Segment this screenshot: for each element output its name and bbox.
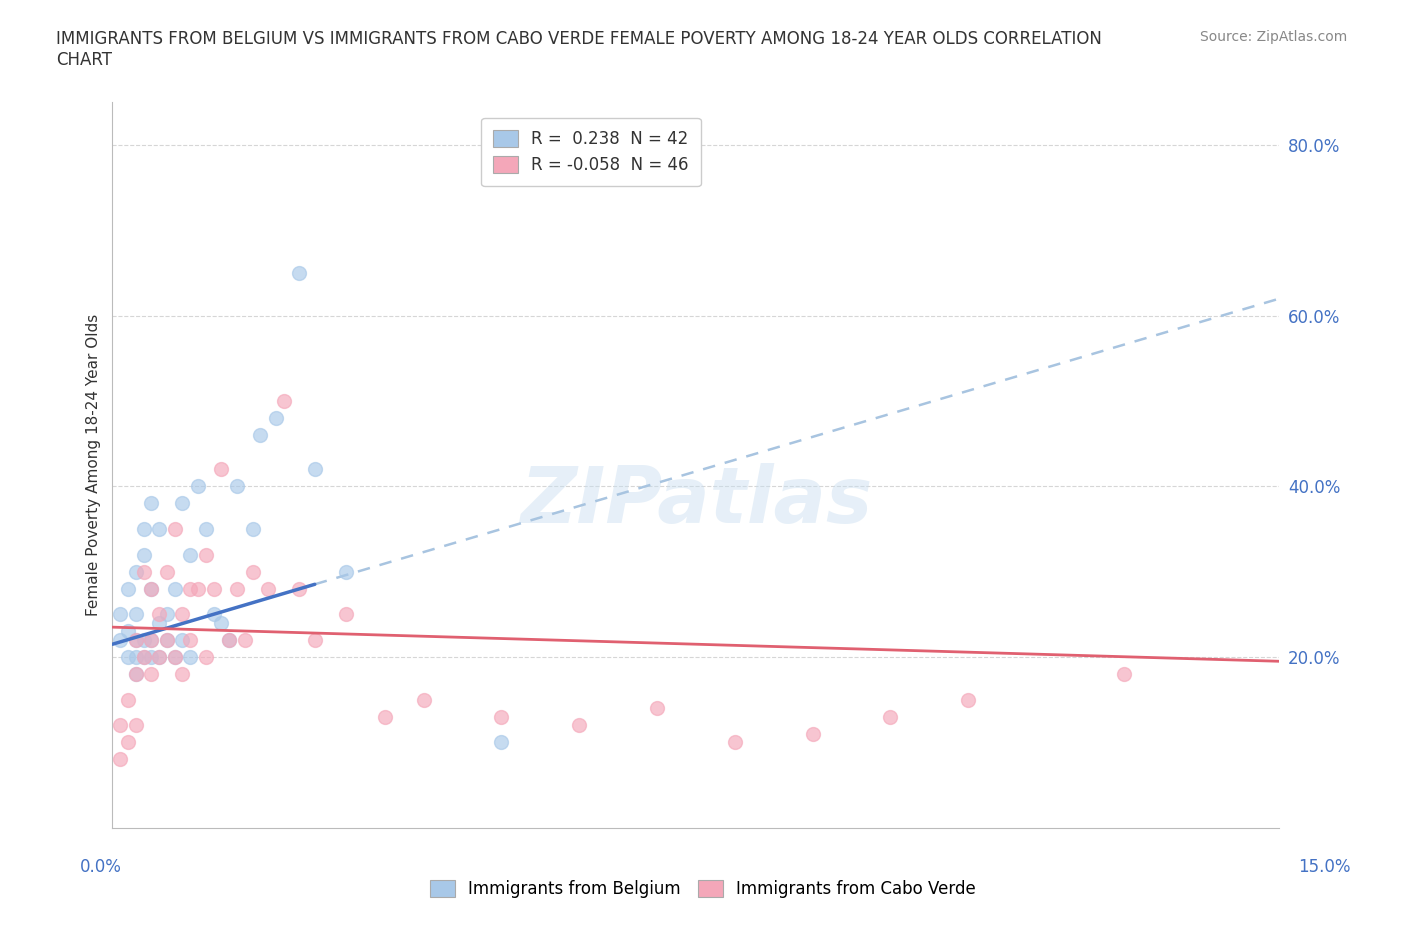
Point	[156, 565, 179, 579]
Point	[156, 632, 179, 647]
Point	[179, 581, 201, 596]
Point	[172, 607, 194, 622]
Point	[141, 632, 163, 647]
Point	[163, 649, 186, 664]
Y-axis label: Female Poverty Among 18-24 Year Olds: Female Poverty Among 18-24 Year Olds	[86, 314, 101, 616]
Point	[110, 607, 132, 622]
Text: Source: ZipAtlas.com: Source: ZipAtlas.com	[1199, 30, 1347, 44]
Point	[957, 692, 980, 707]
Point	[202, 607, 225, 622]
Point	[132, 632, 155, 647]
Point	[117, 735, 139, 750]
Point	[172, 496, 194, 511]
Point	[141, 632, 163, 647]
Point	[273, 393, 295, 408]
Point	[233, 632, 256, 647]
Point	[218, 632, 240, 647]
Point	[879, 710, 901, 724]
Point	[132, 547, 155, 562]
Point	[117, 692, 139, 707]
Point	[179, 547, 201, 562]
Point	[141, 649, 163, 664]
Point	[125, 607, 148, 622]
Text: IMMIGRANTS FROM BELGIUM VS IMMIGRANTS FROM CABO VERDE FEMALE POVERTY AMONG 18-24: IMMIGRANTS FROM BELGIUM VS IMMIGRANTS FR…	[56, 30, 1102, 69]
Point	[125, 667, 148, 682]
Point	[179, 649, 201, 664]
Point	[117, 649, 139, 664]
Point	[187, 479, 209, 494]
Point	[141, 581, 163, 596]
Point	[645, 701, 668, 716]
Point	[264, 411, 287, 426]
Point	[148, 616, 170, 631]
Point	[125, 632, 148, 647]
Point	[304, 462, 326, 477]
Point	[209, 462, 232, 477]
Point	[335, 565, 357, 579]
Point	[242, 565, 264, 579]
Point	[179, 632, 201, 647]
Point	[412, 692, 434, 707]
Point	[249, 428, 271, 443]
Point	[156, 632, 179, 647]
Point	[304, 632, 326, 647]
Point	[132, 522, 155, 537]
Point	[125, 632, 148, 647]
Point	[202, 581, 225, 596]
Point	[125, 565, 148, 579]
Point	[491, 710, 513, 724]
Point	[257, 581, 280, 596]
Point	[801, 726, 824, 741]
Point	[156, 607, 179, 622]
Point	[125, 649, 148, 664]
Point	[568, 718, 591, 733]
Point	[491, 735, 513, 750]
Point	[1112, 667, 1135, 682]
Point	[226, 479, 249, 494]
Point	[374, 710, 396, 724]
Point	[117, 624, 139, 639]
Point	[194, 547, 217, 562]
Point	[141, 581, 163, 596]
Point	[148, 649, 170, 664]
Point	[132, 649, 155, 664]
Point	[172, 667, 194, 682]
Point	[226, 581, 249, 596]
Point	[117, 581, 139, 596]
Point	[110, 632, 132, 647]
Point	[148, 649, 170, 664]
Point	[209, 616, 232, 631]
Point	[141, 496, 163, 511]
Point	[724, 735, 747, 750]
Text: ZIPatlas: ZIPatlas	[520, 463, 872, 539]
Point	[125, 667, 148, 682]
Text: 0.0%: 0.0%	[80, 858, 122, 876]
Point	[132, 565, 155, 579]
Point	[194, 522, 217, 537]
Point	[148, 607, 170, 622]
Legend: R =  0.238  N = 42, R = -0.058  N = 46: R = 0.238 N = 42, R = -0.058 N = 46	[481, 118, 700, 186]
Point	[242, 522, 264, 537]
Point	[110, 718, 132, 733]
Point	[194, 649, 217, 664]
Point	[335, 607, 357, 622]
Point	[132, 649, 155, 664]
Point	[218, 632, 240, 647]
Text: 15.0%: 15.0%	[1298, 858, 1351, 876]
Point	[163, 522, 186, 537]
Point	[288, 581, 311, 596]
Point	[110, 752, 132, 767]
Point	[163, 581, 186, 596]
Point	[141, 667, 163, 682]
Point	[125, 718, 148, 733]
Point	[187, 581, 209, 596]
Point	[172, 632, 194, 647]
Point	[148, 522, 170, 537]
Point	[288, 266, 311, 281]
Legend: Immigrants from Belgium, Immigrants from Cabo Verde: Immigrants from Belgium, Immigrants from…	[423, 873, 983, 905]
Point	[163, 649, 186, 664]
